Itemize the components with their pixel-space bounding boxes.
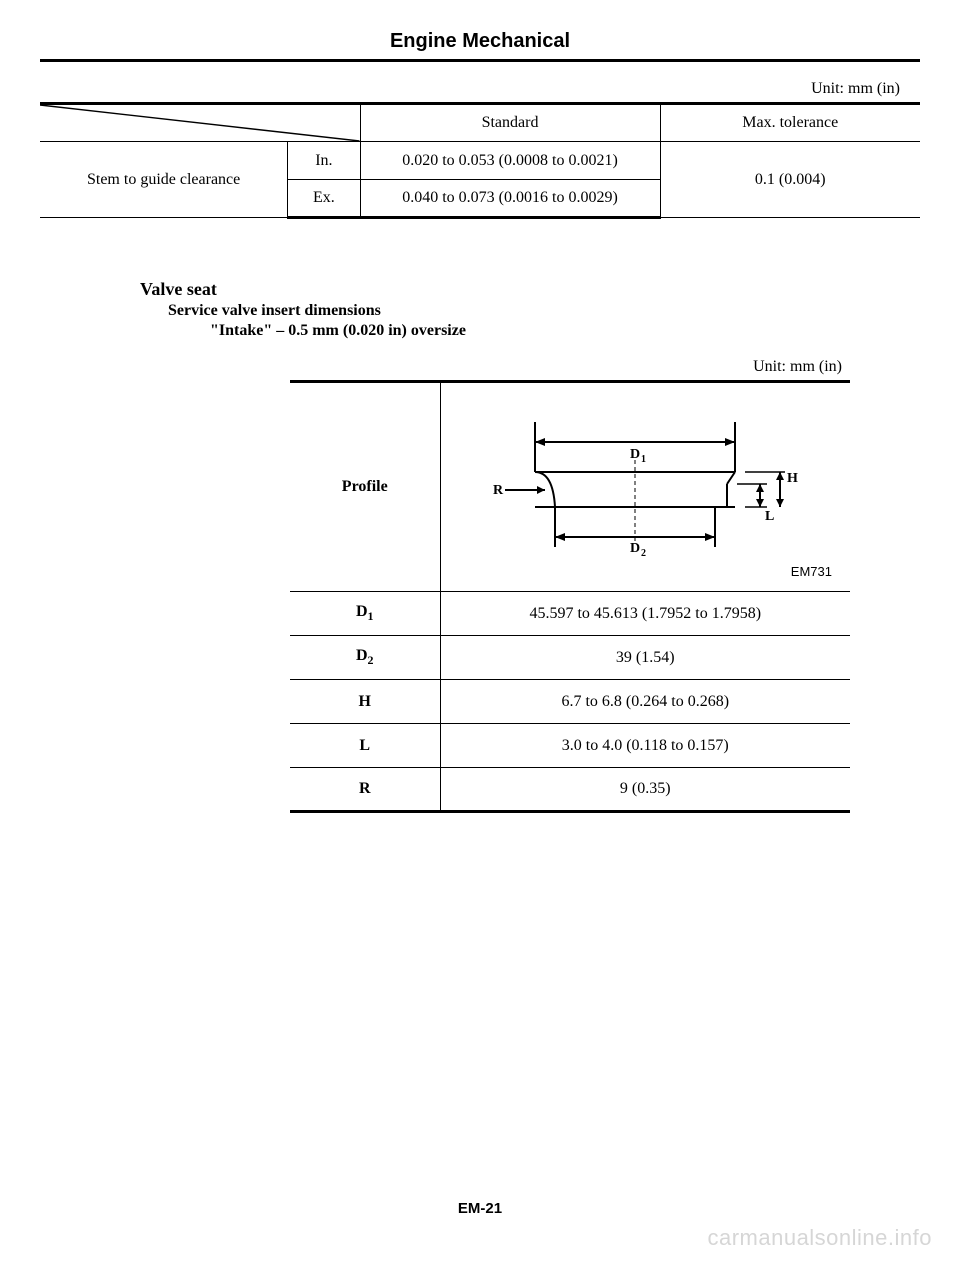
svg-text:2: 2 bbox=[641, 548, 646, 559]
row-l-value: 3.0 to 4.0 (0.118 to 0.157) bbox=[440, 724, 850, 768]
row-d1-label: D1 bbox=[290, 592, 440, 636]
unit-label-2: Unit: mm (in) bbox=[290, 358, 850, 376]
svg-text:H: H bbox=[787, 471, 798, 486]
row-ex-type: Ex. bbox=[288, 180, 360, 218]
row-d2-label: D2 bbox=[290, 636, 440, 680]
profile-label: Profile bbox=[290, 382, 440, 592]
max-tol-value: 0.1 (0.004) bbox=[660, 142, 920, 218]
svg-text:D: D bbox=[630, 447, 640, 462]
row-label: Stem to guide clearance bbox=[40, 142, 288, 218]
header-standard: Standard bbox=[360, 104, 660, 142]
row-in-standard: 0.020 to 0.053 (0.0008 to 0.0021) bbox=[360, 142, 660, 180]
row-r-value: 9 (0.35) bbox=[440, 768, 850, 812]
row-ex-standard: 0.040 to 0.073 (0.0016 to 0.0029) bbox=[360, 180, 660, 218]
svg-text:R: R bbox=[493, 483, 504, 498]
row-h-value: 6.7 to 6.8 (0.264 to 0.268) bbox=[440, 680, 850, 724]
page-title: Engine Mechanical bbox=[40, 30, 920, 53]
row-d2-value: 39 (1.54) bbox=[440, 636, 850, 680]
insert-dimensions-table: Profile D 1 bbox=[290, 380, 850, 813]
unit-label-1: Unit: mm (in) bbox=[40, 80, 900, 98]
row-r-label: R bbox=[290, 768, 440, 812]
svg-text:D: D bbox=[630, 541, 640, 556]
clearance-table: Standard Max. tolerance Stem to guide cl… bbox=[40, 102, 920, 219]
diagonal-header bbox=[40, 104, 360, 142]
row-h-label: H bbox=[290, 680, 440, 724]
row-d1-value: 45.597 to 45.613 (1.7952 to 1.7958) bbox=[440, 592, 850, 636]
title-rule bbox=[40, 59, 920, 62]
heading-valve-seat: Valve seat bbox=[140, 279, 920, 300]
heading-intake: "Intake" – 0.5 mm (0.020 in) oversize bbox=[210, 322, 920, 340]
heading-service: Service valve insert dimensions bbox=[168, 302, 920, 320]
watermark: carmanualsonline.info bbox=[707, 1225, 932, 1251]
diagram-code: EM731 bbox=[791, 564, 832, 579]
profile-diagram: D 1 R bbox=[440, 382, 850, 592]
row-l-label: L bbox=[290, 724, 440, 768]
valve-seat-section: Valve seat Service valve insert dimensio… bbox=[140, 279, 920, 340]
svg-text:L: L bbox=[765, 509, 774, 524]
header-maxtol: Max. tolerance bbox=[660, 104, 920, 142]
row-in-type: In. bbox=[288, 142, 360, 180]
page-number: EM-21 bbox=[0, 1200, 960, 1217]
svg-text:1: 1 bbox=[641, 454, 646, 465]
insert-dimensions-wrap: Unit: mm (in) Profile D 1 bbox=[290, 358, 850, 813]
